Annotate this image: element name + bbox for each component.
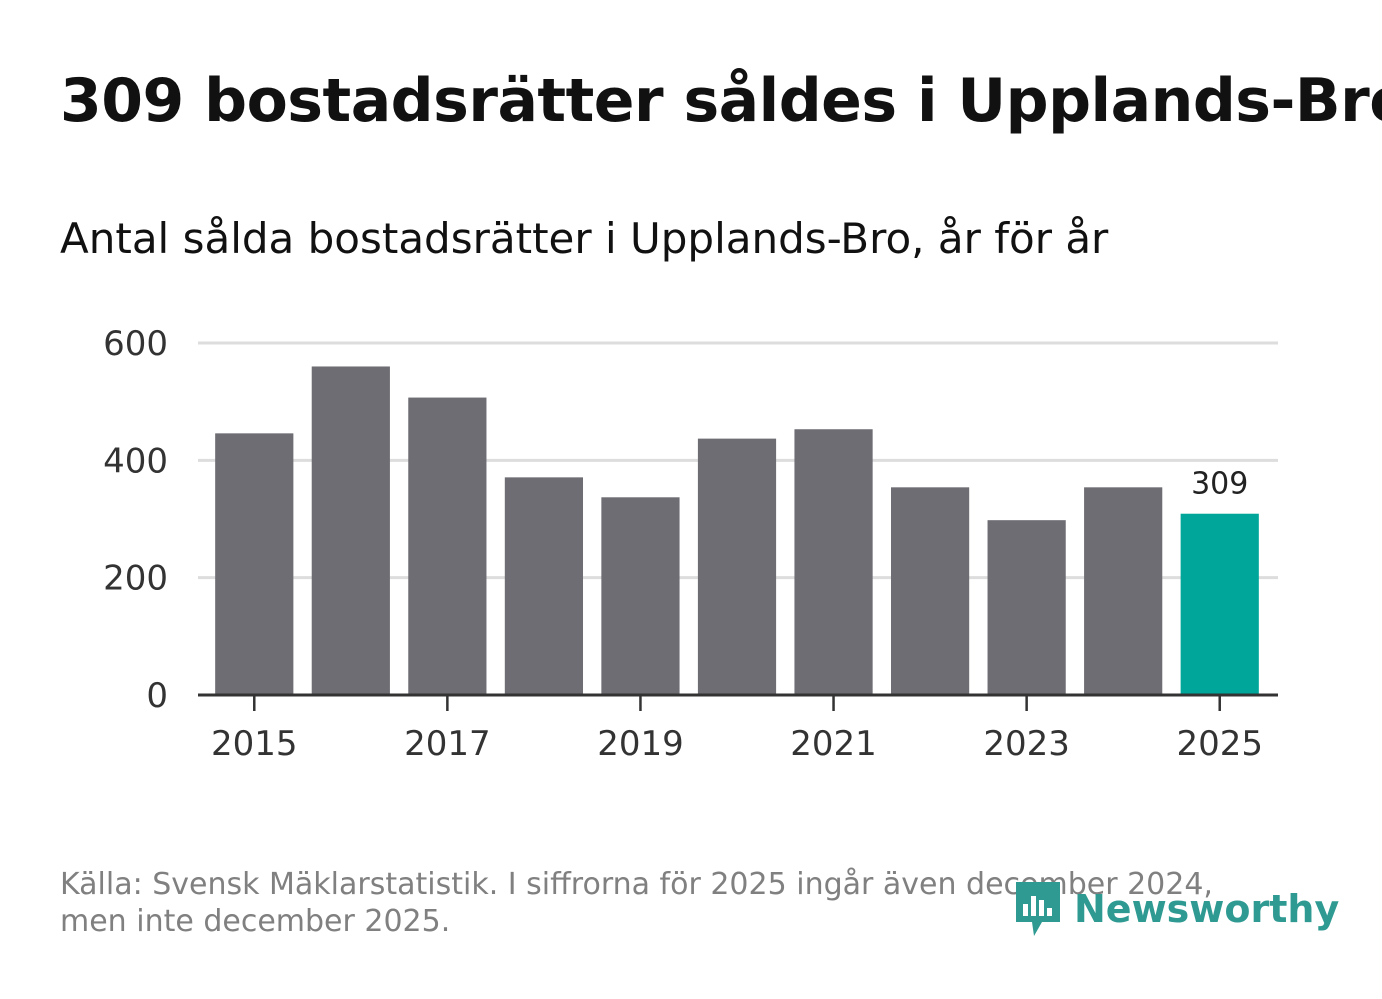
newsworthy-logo-icon xyxy=(1016,882,1060,936)
y-tick-label-400: 400 xyxy=(103,441,168,481)
chart-title: 309 bostadsrätter såldes i Upplands-Bro xyxy=(60,66,1382,136)
y-tick-label-0: 0 xyxy=(146,676,168,716)
x-axis xyxy=(198,693,1278,711)
bar-2016 xyxy=(311,366,390,695)
chart-subtitle: Antal sålda bostadsrätter i Upplands-Bro… xyxy=(60,214,1109,263)
data-label-2025: 309 xyxy=(1191,467,1248,502)
newsworthy-brand: Newsworthy xyxy=(1012,878,1339,940)
bar-chart: 0 200 400 600 2015 2017 2019 2021 2023 309 2025 xyxy=(103,324,1278,764)
bar-2017 xyxy=(408,397,487,695)
bar-2018 xyxy=(504,477,584,695)
x-tick-label-2015: 2015 xyxy=(211,724,298,764)
x-tick-label-2017: 2017 xyxy=(404,724,491,764)
bar-2022 xyxy=(890,487,970,695)
y-tick-label-200: 200 xyxy=(103,559,168,599)
y-tick-label-600: 600 xyxy=(103,324,168,364)
x-tick-label-2023: 2023 xyxy=(983,724,1070,764)
bar-2021 xyxy=(794,429,873,695)
bars xyxy=(215,366,1259,695)
bar-2015 xyxy=(215,433,294,695)
source-note-line-2: men inte december 2025. xyxy=(60,904,451,939)
bar-2020 xyxy=(697,438,777,695)
brand-name: Newsworthy xyxy=(1074,887,1340,931)
bar-2023 xyxy=(987,520,1066,695)
bar-2025 xyxy=(1180,513,1259,695)
x-tick-label-2025: 2025 xyxy=(1176,724,1263,764)
bar-2024 xyxy=(1084,487,1163,695)
tick-labels: 0 200 400 600 2015 2017 2019 2021 2023 309 2025 xyxy=(103,324,1263,764)
x-tick-label-2021: 2021 xyxy=(790,724,877,764)
bar-2019 xyxy=(601,497,680,695)
x-tick-label-2019: 2019 xyxy=(597,724,684,764)
